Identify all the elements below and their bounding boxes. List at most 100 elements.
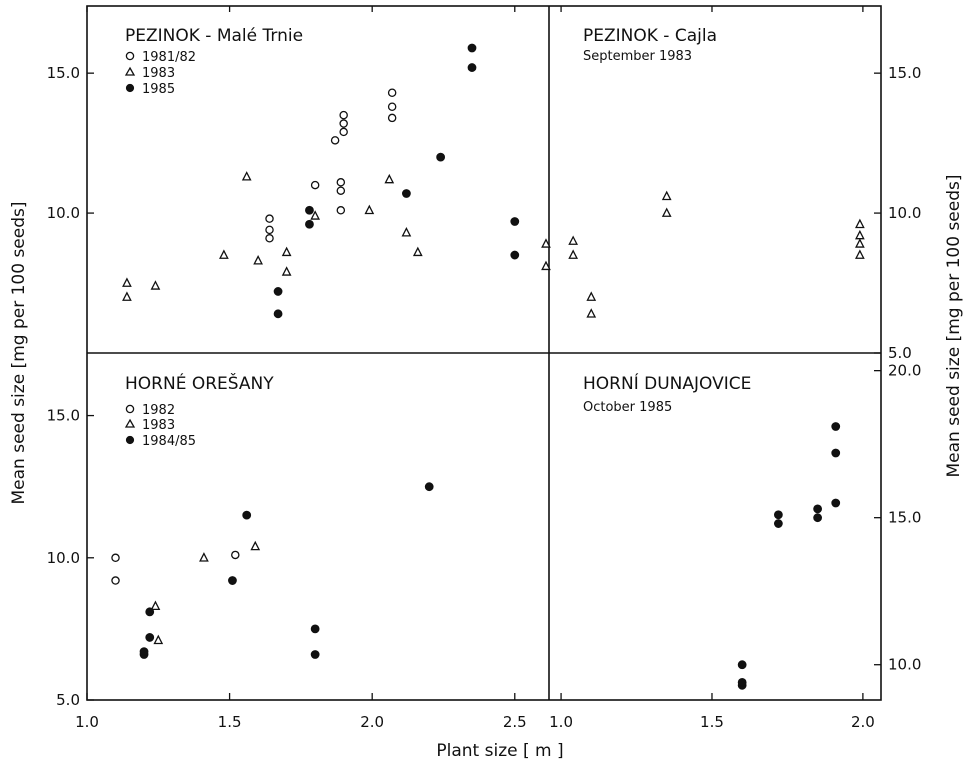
x-tick-label-right: 1.0 — [549, 713, 573, 731]
data-point — [364, 204, 375, 215]
y-tick-label-bottom-left: 15.0 — [47, 407, 80, 425]
data-point — [424, 482, 434, 492]
data-point — [310, 624, 320, 634]
y-tick-label-top-right: 5.0 — [888, 344, 912, 362]
data-point — [122, 277, 132, 287]
legend-marker-circle-open — [125, 51, 135, 61]
data-point — [773, 519, 783, 528]
data-point — [467, 63, 477, 72]
y-tick-label-bottom-left: 5.0 — [56, 691, 80, 709]
data-point — [384, 173, 395, 184]
data-point — [855, 238, 865, 248]
data-point — [111, 553, 120, 563]
data-point — [339, 127, 348, 137]
data-point — [568, 235, 579, 245]
y-tick-label-bottom-right: 10.0 — [888, 656, 921, 674]
axis-labels: Plant size [ m ] Mean seed size [mg per … — [9, 175, 964, 762]
legend-label-1983-top: 1983 — [142, 66, 175, 81]
y-axis-label-left: Mean seed size [mg per 100 seeds] — [9, 202, 29, 505]
data-point — [336, 186, 346, 195]
x-tick-label-right: 1.5 — [700, 713, 724, 731]
data-point — [250, 540, 261, 551]
data-point — [510, 250, 520, 260]
data-point — [586, 291, 597, 301]
data-point — [541, 238, 551, 248]
data-point — [339, 110, 348, 120]
chart-frame — [86, 5, 882, 701]
panel-title-bottom-right: HORNÍ DUNAJOVICE — [583, 372, 751, 394]
data-point — [310, 210, 321, 220]
x-tick-label-left: 1.5 — [218, 713, 242, 731]
data-point — [219, 249, 229, 259]
data-point — [139, 647, 149, 657]
legend-marker-triangle — [124, 418, 136, 428]
y-tick-label-bottom-left: 10.0 — [47, 549, 80, 567]
legend-label-1985: 1985 — [142, 82, 175, 97]
data-point — [813, 513, 823, 523]
data-point — [265, 225, 274, 235]
data-point — [387, 113, 397, 123]
data-point — [737, 660, 747, 670]
data-point — [586, 308, 597, 318]
data-point — [436, 152, 446, 162]
axis-ticks: 1.0 1.5 2.0 2.5 1.0 1.5 2.0 10.0 15.0 5.0 10.0 15.0… — [47, 6, 921, 731]
y-tick-label-top-right: 15.0 — [888, 64, 921, 82]
data-point — [336, 206, 346, 215]
data-point — [855, 249, 865, 259]
legend-marker-circle-filled — [125, 83, 135, 93]
y-tick-label-bottom-right: 15.0 — [888, 509, 921, 527]
data-point — [387, 102, 397, 111]
data-point — [241, 171, 252, 181]
data-point — [273, 287, 283, 296]
data-point — [339, 119, 348, 128]
data-point — [310, 650, 320, 659]
data-point — [242, 510, 252, 520]
y-tick-label-bottom-right: 20.0 — [888, 362, 921, 380]
legend-bottom-left: 1982 1983 1984/85 — [124, 403, 196, 449]
y-axis-label-right: Mean seed size [mg per 100 seeds] — [944, 175, 964, 478]
data-point — [150, 280, 161, 290]
data-point — [855, 229, 865, 240]
panel-titles: PEZINOK - Malé Trnie PEZINOK - Cajla Sep… — [125, 26, 751, 415]
legend-label-1982: 1982 — [142, 403, 175, 418]
data-point — [336, 178, 346, 187]
data-point — [281, 246, 292, 257]
data-point — [265, 234, 274, 243]
data-point — [253, 255, 263, 265]
legend-label-1981-82: 1981/82 — [142, 50, 196, 65]
data-point — [145, 633, 155, 642]
data-point — [310, 180, 320, 190]
panel-title-bottom-left: HORNÉ OREŠANY — [125, 372, 274, 394]
data-point — [231, 550, 240, 560]
data-point — [330, 136, 340, 145]
data-point — [813, 504, 823, 514]
data-point — [145, 607, 155, 617]
legend-label-1983-bottom: 1983 — [142, 418, 175, 433]
data-point — [510, 217, 520, 226]
data-point — [199, 552, 209, 562]
data-point — [661, 207, 672, 217]
data-point — [831, 422, 841, 431]
data-point — [831, 448, 841, 458]
data-point — [401, 227, 412, 237]
x-tick-label-left: 2.0 — [360, 713, 384, 731]
data-point — [568, 249, 579, 259]
data-point — [737, 677, 747, 687]
panel-title-top-left: PEZINOK - Malé Trnie — [125, 26, 303, 46]
data-point — [305, 205, 314, 215]
data-point — [661, 190, 672, 201]
panel-subtitle-bottom-right: October 1985 — [583, 400, 672, 415]
data-point — [122, 291, 132, 301]
y-tick-label-top-left: 15.0 — [47, 64, 80, 82]
y-tick-label-top-left: 10.0 — [47, 204, 80, 222]
data-point — [305, 219, 314, 229]
x-axis-label: Plant size [ m ] — [436, 741, 563, 761]
data-point — [228, 576, 237, 585]
legend-marker-triangle — [124, 66, 136, 76]
x-tick-label-left: 1.0 — [75, 713, 99, 731]
legend-marker-circle-open — [125, 404, 135, 414]
legends: 1981/82 1983 1985 1982 1983 1984/85 — [124, 50, 196, 449]
data-point — [541, 260, 551, 271]
data-point — [387, 88, 397, 98]
